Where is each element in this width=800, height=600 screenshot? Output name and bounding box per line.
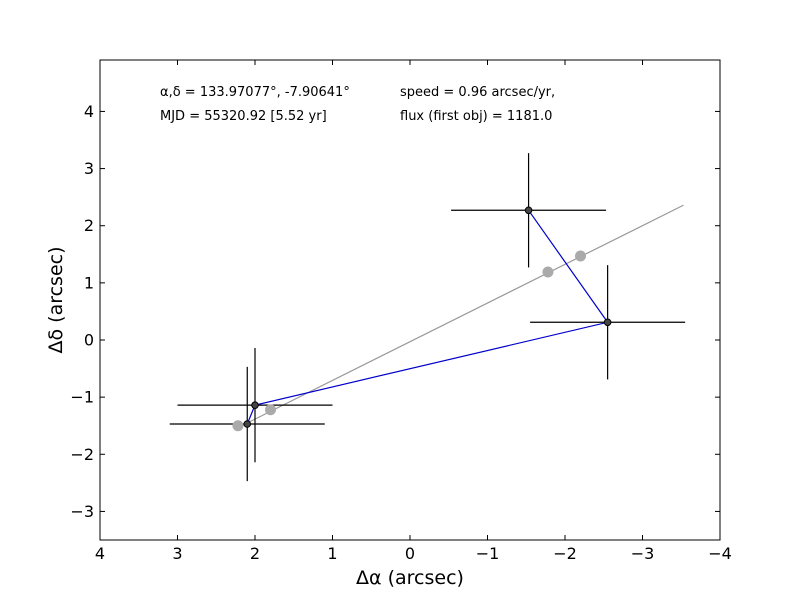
blue-path [246,209,609,425]
y-tick-label: 2 [84,216,94,235]
x-tick-label: −2 [553,544,577,563]
fit-line [239,204,684,428]
y-tick-label: −1 [70,388,94,407]
y-tick-label: −2 [70,445,94,464]
x-tick-label: 4 [95,544,105,563]
gray-dot-3 [542,266,554,278]
y-tick-label: 0 [84,331,94,350]
data-point-2 [251,401,259,409]
ticks-layer: 4 3 2 1 0 −1 −2 −3 −4 −3 −2 −1 0 1 2 3 4 [70,60,732,563]
data-point-4 [524,206,533,215]
annotation-speed: speed = 0.96 arcsec/yr, [400,85,555,100]
annotation-radec: α,δ = 133.97077°, -7.90641° [160,85,350,100]
x-tick-label: 3 [172,544,182,563]
plot-layer [169,153,686,482]
x-tick-label: 1 [327,544,337,563]
gray-dot-2 [265,404,276,416]
y-tick-label: 4 [84,102,94,121]
gray-dot-1 [232,420,244,432]
x-tick-label: −1 [476,544,500,563]
y-tick-label: 1 [84,273,94,292]
data-marks [169,153,686,482]
x-tick-label: −4 [708,544,732,563]
x-tick-label: 0 [405,544,415,563]
y-axis-title: Δδ (arcsec) [45,246,67,353]
data-point-1 [243,420,252,428]
annotation-flux: flux (first obj) = 1181.0 [400,109,552,124]
x-tick-label: −3 [631,544,655,563]
y-tick-label: −3 [70,502,94,521]
x-tick-label: 2 [250,544,260,563]
y-tick-label: 3 [84,159,94,178]
gray-dot-4 [575,250,586,262]
x-axis-title: Δα (arcsec) [356,567,464,589]
data-point-3 [603,318,612,327]
annotation-mjd: MJD = 55320.92 [5.52 yr] [160,109,327,124]
